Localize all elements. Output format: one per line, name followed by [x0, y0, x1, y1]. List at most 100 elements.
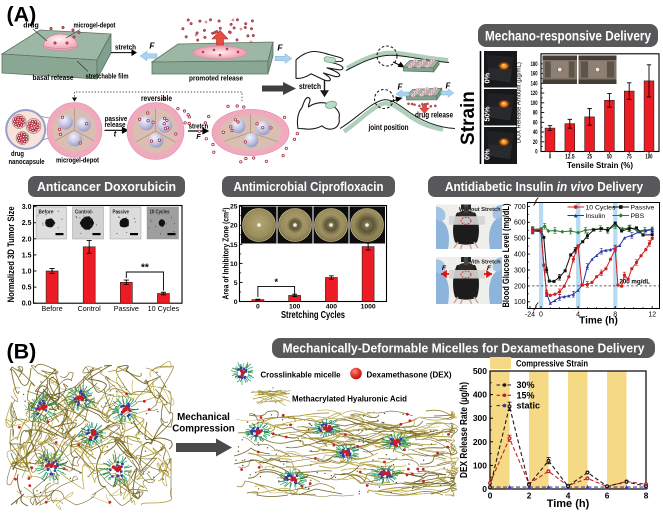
svg-text:Compression: Compression: [172, 424, 235, 435]
svg-text:Insulin: Insulin: [586, 213, 606, 220]
svg-text:200 mg/dL: 200 mg/dL: [619, 278, 650, 285]
svg-text:Stretching Cycles: Stretching Cycles: [281, 309, 345, 321]
svg-text:Mechano-responsive Delivery: Mechano-responsive Delivery: [485, 28, 651, 43]
svg-text:4: 4: [566, 491, 571, 501]
svg-text:0%: 0%: [483, 72, 492, 83]
svg-text:Time (h): Time (h): [547, 498, 590, 510]
svg-text:15%: 15%: [517, 390, 535, 400]
svg-text:0: 0: [256, 304, 260, 311]
svg-text:5: 5: [234, 280, 238, 287]
svg-text:F: F: [487, 265, 492, 272]
svg-text:30%: 30%: [517, 380, 535, 390]
svg-text:10: 10: [230, 261, 238, 268]
svg-text:Time (h): Time (h): [579, 316, 618, 327]
svg-text:50: 50: [607, 154, 612, 161]
svg-text:passive: passive: [105, 116, 128, 123]
svg-text:Normalized 3D Tumor Size: Normalized 3D Tumor Size: [6, 206, 16, 302]
svg-text:200: 200: [473, 437, 487, 447]
svg-text:120: 120: [531, 90, 538, 97]
svg-text:2.5: 2.5: [22, 220, 32, 227]
svg-text:0: 0: [539, 312, 543, 319]
svg-text:20: 20: [230, 223, 238, 230]
svg-text:(B): (B): [7, 340, 37, 364]
svg-text:500: 500: [473, 366, 487, 376]
svg-text:microgel-depot: microgel-depot: [74, 23, 117, 30]
svg-text:Dexamethasone (DEX): Dexamethasone (DEX): [367, 370, 452, 380]
svg-text:100: 100: [473, 460, 487, 470]
svg-text:10 Cycles: 10 Cycles: [148, 304, 180, 313]
svg-text:Before: Before: [39, 210, 54, 216]
svg-text:drug: drug: [11, 149, 24, 158]
svg-text:8: 8: [613, 312, 617, 319]
svg-text:2.0: 2.0: [22, 236, 32, 243]
svg-text:Area of Inhibitory Zone (cm²): Area of Inhibitory Zone (cm²): [222, 207, 231, 299]
svg-text:700: 700: [514, 204, 526, 211]
svg-text:Strain: Strain: [458, 91, 479, 145]
svg-text:400: 400: [473, 390, 487, 400]
svg-text:100: 100: [645, 154, 652, 161]
svg-text:60: 60: [533, 119, 538, 126]
svg-text:100: 100: [514, 299, 526, 306]
svg-text:F: F: [446, 82, 452, 91]
svg-text:1.5: 1.5: [22, 252, 32, 259]
svg-text:300: 300: [473, 413, 487, 423]
svg-text:80: 80: [533, 110, 538, 117]
svg-text:Passive: Passive: [114, 304, 139, 313]
svg-text:1000: 1000: [361, 304, 376, 311]
svg-text:25: 25: [230, 204, 238, 211]
svg-text:joint position: joint position: [368, 123, 409, 132]
svg-text:release: release: [105, 122, 126, 129]
svg-text:Mechanically-Deformable Micell: Mechanically-Deformable Micelles for Dex…: [283, 342, 645, 356]
svg-text:40: 40: [533, 129, 538, 136]
svg-text:F: F: [196, 132, 201, 141]
svg-text:*: *: [274, 277, 278, 287]
svg-text:1.0: 1.0: [22, 269, 32, 276]
svg-text:75: 75: [627, 154, 632, 161]
svg-text:stretch: stretch: [115, 43, 136, 52]
svg-text:Antimicrobial Ciprofloxacin: Antimicrobial Ciprofloxacin: [234, 179, 384, 194]
svg-text:140: 140: [531, 80, 538, 87]
svg-text:4: 4: [576, 312, 580, 319]
svg-text:12: 12: [648, 312, 656, 319]
svg-text:Without Stretch: Without Stretch: [459, 207, 501, 213]
svg-text:drug release: drug release: [415, 111, 453, 120]
svg-text:static: static: [517, 401, 541, 411]
svg-text:10 Cycles: 10 Cycles: [586, 204, 616, 211]
svg-text:F: F: [277, 43, 283, 53]
svg-text:Crosslinkable micelle: Crosslinkable micelle: [261, 370, 341, 380]
svg-text:6: 6: [605, 491, 610, 501]
svg-text:Control: Control: [75, 210, 92, 216]
svg-text:Compressive Strain: Compressive Strain: [516, 359, 588, 370]
svg-text:F: F: [398, 83, 404, 92]
svg-text:With Stretch: With Stretch: [468, 260, 501, 266]
svg-text:50%: 50%: [483, 106, 492, 121]
svg-text:100: 100: [289, 304, 301, 311]
svg-text:20: 20: [533, 139, 538, 146]
svg-text:400: 400: [514, 252, 526, 259]
svg-text:PBS: PBS: [631, 213, 645, 220]
svg-text:F: F: [442, 265, 447, 272]
svg-text:15: 15: [230, 242, 238, 249]
svg-text:0: 0: [482, 484, 487, 494]
svg-text:basal release: basal release: [33, 73, 74, 82]
svg-text:600: 600: [514, 220, 526, 227]
svg-text:DEX Release Rate (µg/h): DEX Release Rate (µg/h): [459, 382, 470, 478]
svg-text:promoted release: promoted release: [189, 74, 243, 83]
svg-text:2: 2: [527, 491, 532, 501]
svg-text:**: **: [141, 263, 149, 274]
svg-text:Before: Before: [41, 304, 62, 313]
svg-text:500: 500: [514, 236, 526, 243]
svg-text:10 Cycles: 10 Cycles: [150, 210, 170, 216]
svg-text:100: 100: [531, 100, 538, 107]
svg-text:Passive: Passive: [631, 204, 655, 211]
svg-text:nanocapsule: nanocapsule: [9, 157, 45, 166]
svg-text:Antidiabetic Insulin in vivo D: Antidiabetic Insulin in vivo Delivery: [445, 179, 644, 194]
svg-text:Passive: Passive: [113, 210, 130, 216]
svg-text:Anticancer Doxorubicin: Anticancer Doxorubicin: [37, 179, 176, 194]
svg-text:0%: 0%: [483, 149, 492, 160]
svg-text:stretch: stretch: [189, 122, 209, 131]
svg-text:0: 0: [488, 491, 493, 501]
svg-text:0: 0: [535, 149, 538, 156]
svg-text:Blood Glucose Level (mg/dL): Blood Glucose Level (mg/dL): [501, 204, 511, 308]
svg-text:t: t: [114, 130, 117, 139]
